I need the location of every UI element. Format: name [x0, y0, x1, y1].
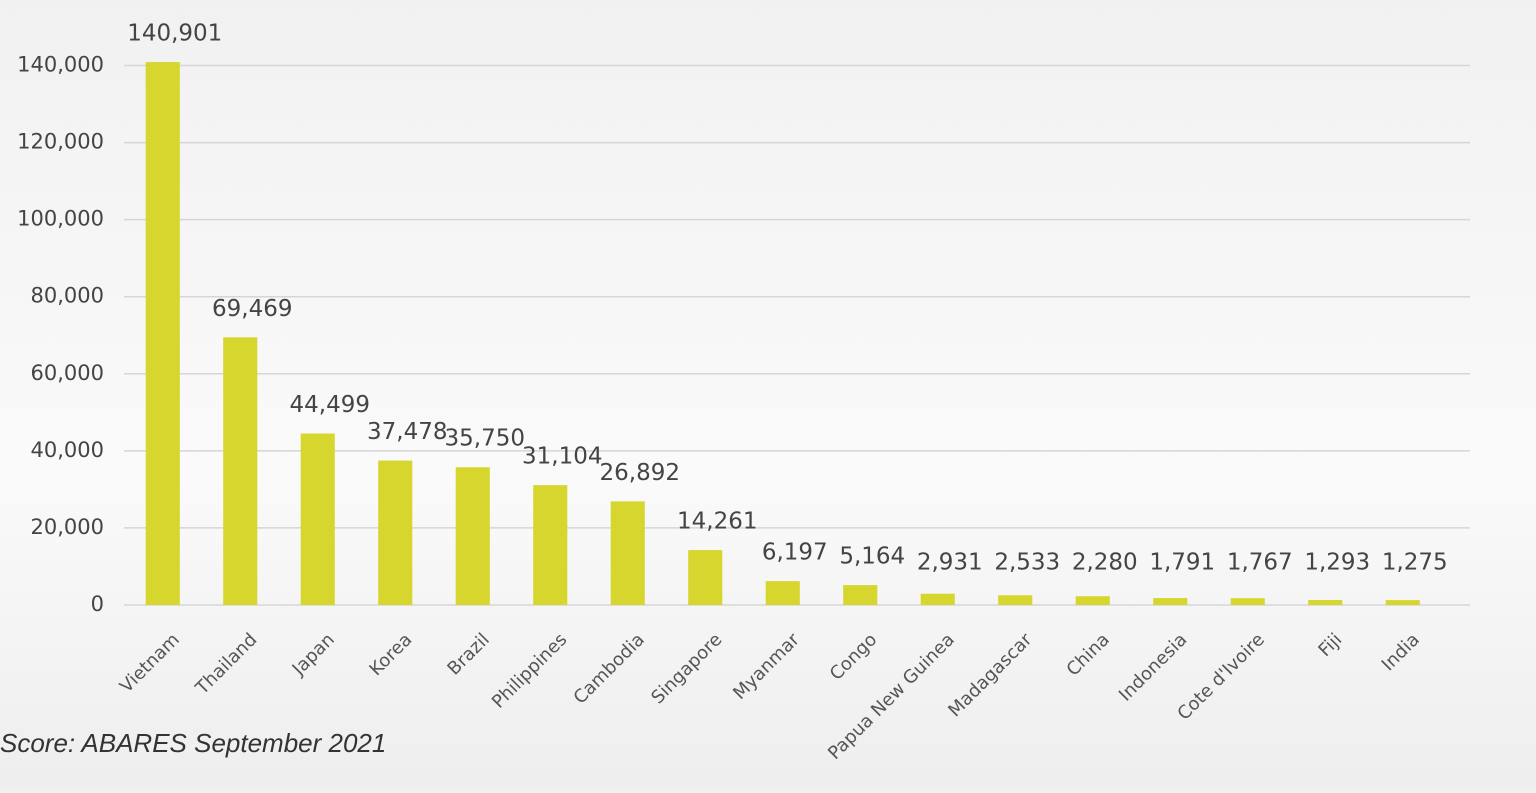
source-note: Score: ABARES September 2021 [0, 728, 386, 758]
x-tick-label: Indonesia [1115, 629, 1191, 705]
bar [223, 337, 258, 605]
x-tick-label: Madagascar [944, 629, 1036, 721]
x-tick-label: Thailand [191, 629, 261, 699]
y-tick-label: 140,000 [17, 53, 104, 77]
bar [145, 62, 180, 606]
value-label: 6,197 [762, 540, 828, 566]
bar [1075, 596, 1110, 605]
value-label: 44,499 [290, 392, 370, 418]
x-tick-label: Korea [365, 629, 416, 680]
x-tick-label: Vietnam [116, 629, 184, 697]
bar [1230, 598, 1265, 605]
x-tick-label: Japan [288, 629, 339, 680]
bar [920, 593, 955, 605]
bar [1153, 598, 1188, 605]
x-tick-label: Brazil [443, 629, 493, 679]
x-tick-label: Papua New Guinea [824, 629, 959, 764]
value-label: 69,469 [212, 296, 292, 322]
x-tick-label: Cambodia [570, 629, 649, 708]
bar [998, 595, 1033, 605]
y-tick-label: 20,000 [31, 515, 104, 539]
bar [688, 550, 723, 605]
y-tick-label: 80,000 [31, 284, 104, 308]
bar [610, 501, 645, 605]
bar [1308, 600, 1343, 605]
value-label: 1,791 [1149, 550, 1215, 576]
y-tick-label: 100,000 [17, 207, 104, 231]
bar [300, 433, 335, 605]
value-label: 14,261 [677, 509, 757, 535]
bar [533, 485, 568, 605]
value-label: 2,533 [994, 550, 1060, 576]
value-label: 2,931 [917, 550, 983, 576]
bar [765, 581, 800, 605]
value-label: 1,293 [1304, 550, 1370, 576]
y-tick-label: 0 [91, 592, 104, 616]
x-tick-label: China [1063, 629, 1114, 680]
bar [378, 460, 413, 605]
value-label: 2,280 [1072, 550, 1138, 576]
value-label: 5,164 [839, 544, 905, 570]
x-tick-label: Singapore [647, 629, 726, 708]
bar [1385, 600, 1420, 605]
value-label: 26,892 [600, 460, 680, 486]
value-label: 140,901 [127, 21, 222, 47]
y-tick-label: 60,000 [31, 361, 104, 385]
bar [843, 585, 878, 605]
x-tick-label: Myanmar [729, 629, 804, 704]
value-label: 37,478 [367, 419, 447, 445]
x-tick-label: Fiji [1314, 629, 1346, 661]
value-label: 1,767 [1227, 550, 1293, 576]
bar [455, 467, 490, 605]
y-tick-label: 40,000 [31, 438, 104, 462]
value-label: 35,750 [445, 426, 525, 452]
x-tick-label: Philippines [488, 629, 571, 712]
y-tick-label: 120,000 [17, 130, 104, 154]
x-tick-label: India [1378, 629, 1424, 675]
value-label: 1,275 [1382, 550, 1448, 576]
value-label: 31,104 [522, 444, 602, 470]
x-tick-label: Congo [826, 629, 881, 684]
